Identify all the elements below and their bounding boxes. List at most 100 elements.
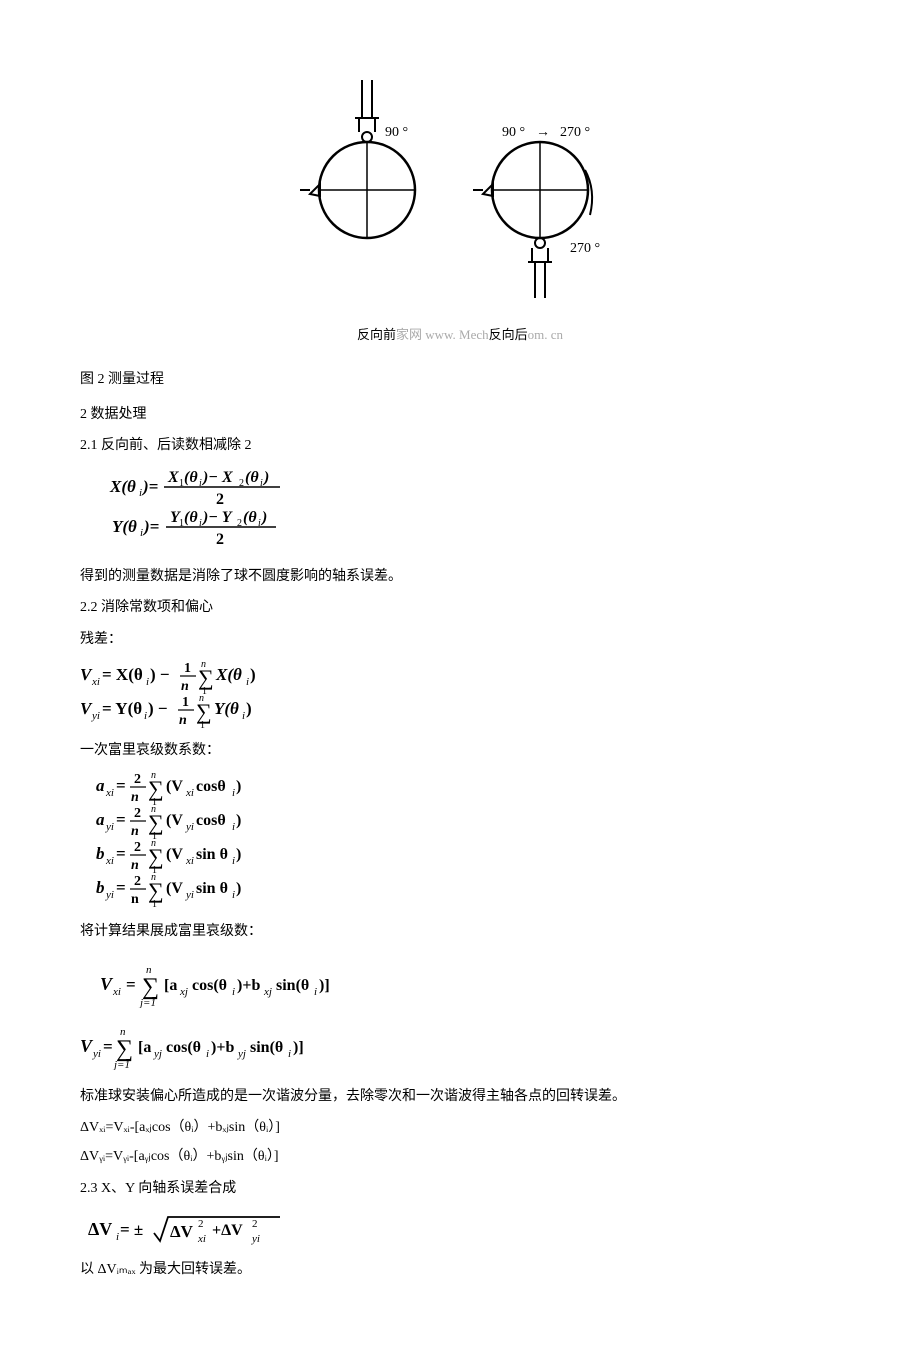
svg-text:n: n: [151, 770, 156, 781]
figure-watermark: 反向前家网 www. Mech反向后om. cn: [80, 323, 840, 346]
svg-text:i: i: [246, 676, 249, 688]
svg-text:n: n: [181, 679, 189, 694]
svg-text:i: i: [232, 821, 235, 833]
svg-text:xi: xi: [112, 986, 121, 998]
svg-text:n: n: [151, 872, 156, 883]
svg-text:X(θ: X(θ: [215, 665, 242, 684]
svg-text:a: a: [96, 776, 105, 795]
svg-text:ΔV: ΔV: [88, 1219, 112, 1239]
svg-text:): ): [236, 880, 241, 897]
equation-vxi-expansion: V xi = ∑ n j=1 [a xj cos(θ i )+b xj sin(…: [80, 960, 840, 1008]
svg-text:i: i: [288, 1048, 291, 1060]
svg-text:2: 2: [134, 840, 141, 855]
svg-text:+ΔV: +ΔV: [212, 1222, 243, 1239]
svg-text:i: i: [232, 787, 235, 799]
equation-residual: V xi = X(θ i ) − 1 n ∑ n 1 X(θ i ) V yi …: [80, 658, 840, 728]
watermark-end: om. cn: [528, 327, 563, 342]
svg-text:): ): [246, 699, 252, 718]
svg-text:i: i: [116, 1231, 119, 1243]
svg-text:= Y(θ: = Y(θ: [102, 699, 142, 718]
svg-text:)− X: )− X: [201, 469, 233, 486]
svg-text:cos(θ: cos(θ: [166, 1039, 201, 1056]
svg-text:=: =: [116, 776, 126, 795]
equation-dvx: ΔVₓᵢ=Vₓᵢ-[aₓⱼcos（θᵢ）+bₓⱼsin（θᵢ）]: [80, 1115, 840, 1140]
svg-text:i: i: [232, 986, 235, 998]
section-2-2-heading: 2.2 消除常数项和偏心: [80, 595, 840, 620]
svg-text:xi: xi: [91, 676, 100, 688]
svg-text:): ): [250, 665, 256, 684]
svg-text:=: =: [116, 878, 126, 897]
svg-text:i: i: [139, 487, 142, 499]
svg-text:270 °: 270 °: [570, 241, 600, 256]
svg-text:n: n: [131, 858, 139, 873]
svg-text:n: n: [120, 1026, 126, 1038]
svg-text:cosθ: cosθ: [196, 778, 226, 795]
svg-text:X(θ: X(θ: [109, 477, 136, 496]
svg-text:ΔV: ΔV: [170, 1222, 194, 1241]
svg-text:yi: yi: [105, 821, 114, 833]
svg-text:=: =: [116, 810, 126, 829]
svg-text:): ): [260, 509, 267, 526]
after-label: 反向后: [489, 327, 528, 342]
svg-text:)=: )=: [142, 517, 159, 536]
svg-text:i: i: [232, 855, 235, 867]
svg-text:(V: (V: [166, 778, 183, 795]
section-2-1-result: 得到的测量数据是消除了球不圆度影响的轴系误差。: [80, 564, 840, 589]
svg-text:→: →: [536, 125, 550, 140]
svg-text:yi: yi: [251, 1233, 260, 1245]
svg-text:a: a: [96, 810, 105, 829]
svg-text:n: n: [131, 824, 139, 839]
svg-text:i: i: [144, 710, 147, 722]
svg-text:2: 2: [198, 1218, 204, 1230]
svg-text:)+b: )+b: [237, 977, 260, 994]
svg-text:sin(θ: sin(θ: [276, 977, 309, 994]
svg-text:xj: xj: [263, 986, 272, 998]
svg-text:n: n: [201, 659, 206, 670]
equation-dvi: ΔV i = ± ΔV 2 xi +ΔV 2 yi: [80, 1207, 840, 1247]
svg-text:yi: yi: [105, 889, 114, 901]
svg-text:cos(θ: cos(θ: [192, 977, 227, 994]
residual-label: 残差：: [80, 627, 840, 652]
svg-text:) −: ) −: [150, 665, 170, 684]
svg-text:2: 2: [216, 531, 224, 548]
svg-text:i: i: [314, 986, 317, 998]
svg-text:xi: xi: [185, 855, 194, 867]
svg-text:=: =: [126, 975, 136, 994]
svg-text:)− Y: )− Y: [201, 509, 233, 526]
svg-text:yj: yj: [237, 1048, 246, 1060]
svg-text:i: i: [146, 676, 149, 688]
svg-text:=: =: [103, 1037, 113, 1056]
svg-text:i: i: [242, 710, 245, 722]
svg-text:2: 2: [134, 806, 141, 821]
svg-text:xi: xi: [105, 787, 114, 799]
svg-text:n: n: [151, 804, 156, 815]
svg-text:(V: (V: [166, 812, 183, 829]
svg-text:xi: xi: [197, 1233, 206, 1245]
svg-text:n: n: [199, 693, 204, 704]
svg-text:X: X: [167, 469, 179, 486]
svg-text:V: V: [100, 974, 114, 994]
svg-text:Y(θ: Y(θ: [214, 699, 239, 718]
fourier-label: 一次富里哀级数系数：: [80, 738, 840, 763]
svg-text:(θ: (θ: [243, 509, 257, 526]
svg-text:) −: ) −: [148, 699, 168, 718]
svg-text:j=1: j=1: [138, 997, 156, 1008]
svg-text:cosθ: cosθ: [196, 812, 226, 829]
svg-text:[a: [a: [138, 1039, 151, 1056]
svg-text:(θ: (θ: [245, 469, 259, 486]
svg-text:)]: )]: [293, 1039, 304, 1056]
svg-text:(V: (V: [166, 880, 183, 897]
svg-text:1: 1: [200, 720, 205, 728]
svg-text:= X(θ: = X(θ: [102, 665, 143, 684]
section-2-3-heading: 2.3 X、Y 向轴系误差合成: [80, 1176, 840, 1201]
svg-text:): ): [262, 469, 269, 486]
svg-text:n: n: [151, 838, 156, 849]
svg-text:2: 2: [216, 491, 224, 508]
svg-text:yi: yi: [91, 710, 100, 722]
svg-text:xi: xi: [105, 855, 114, 867]
svg-text:i: i: [206, 1048, 209, 1060]
svg-text:270 °: 270 °: [560, 125, 590, 140]
svg-text:Y(θ: Y(θ: [112, 517, 137, 536]
svg-text:(θ: (θ: [184, 509, 198, 526]
svg-text:2: 2: [134, 772, 141, 787]
